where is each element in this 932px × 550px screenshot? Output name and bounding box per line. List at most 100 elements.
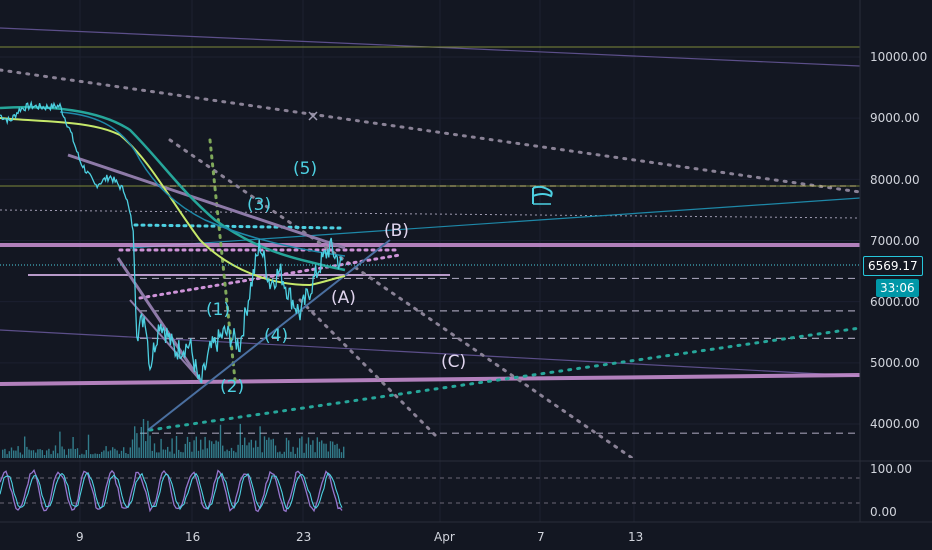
- volume-bar: [134, 426, 136, 458]
- x-marker-icon: [308, 111, 318, 121]
- dotted-c-wave-path: [298, 298, 442, 442]
- wave-4-label: (4): [264, 326, 288, 346]
- flag-icon[interactable]: [532, 185, 553, 205]
- price-line[interactable]: [0, 100, 343, 384]
- wave-1-label: (1): [206, 300, 230, 320]
- volume-bar: [233, 450, 235, 458]
- wave-3-label: (3): [247, 195, 271, 215]
- volume-bar: [241, 445, 244, 458]
- dotted-line-7500: [0, 209, 860, 219]
- volume-bar: [316, 437, 318, 458]
- volume-bar: [266, 439, 268, 458]
- volume-bar: [43, 455, 46, 458]
- volume-bar: [299, 438, 301, 458]
- wave-a-label: (A): [331, 288, 356, 308]
- price-tick-6000: 6000.00: [870, 295, 920, 309]
- volume-bar: [59, 431, 61, 458]
- volume-bar: [186, 436, 189, 458]
- volume-bar: [52, 450, 54, 458]
- volume-bar: [164, 449, 167, 458]
- volume-bar: [125, 453, 127, 458]
- price-tick-8000: 8000.00: [870, 173, 920, 187]
- volume-bar: [180, 451, 182, 458]
- volume-bar: [41, 450, 43, 458]
- volume-bar: [8, 451, 10, 458]
- volume-bar: [114, 448, 116, 458]
- level-4720-band[interactable]: [0, 373, 860, 386]
- volume-bar: [338, 448, 340, 458]
- volume-bar: [162, 449, 164, 458]
- osc-tick-100: 100.00: [870, 462, 912, 476]
- oscillator-axis[interactable]: 100.00 0.00: [870, 462, 912, 519]
- volume-bar: [105, 446, 107, 458]
- volume-bar: [272, 438, 274, 458]
- volume-bar: [4, 448, 6, 458]
- volume-bar: [222, 445, 224, 458]
- volume-bar: [224, 451, 226, 458]
- volume-bar: [178, 449, 180, 458]
- volume-bar: [129, 447, 131, 458]
- uptrend-support-line: [147, 239, 391, 431]
- price-tick-9000: 9000.00: [870, 111, 920, 125]
- volume-bar: [246, 445, 248, 458]
- volume-bar: [138, 447, 140, 458]
- volume-bar: [21, 454, 24, 458]
- wave-c-label: (C): [441, 352, 466, 372]
- volume-bar: [127, 454, 129, 458]
- volume-bar: [217, 441, 219, 458]
- volume-bar: [340, 452, 343, 458]
- volume-bars: [2, 419, 345, 458]
- volume-bar: [213, 443, 215, 458]
- volume-bar: [332, 441, 334, 458]
- volume-bar: [312, 440, 314, 458]
- volume-bar: [211, 441, 213, 458]
- time-axis[interactable]: 9 16 23 Apr 7 13: [76, 530, 643, 544]
- volume-bar: [32, 450, 35, 458]
- volume-bar: [81, 453, 83, 458]
- dotted-lower-channel: [138, 253, 402, 300]
- volume-bar: [50, 454, 52, 458]
- volume-bar: [39, 449, 41, 458]
- volume-bar: [191, 451, 193, 458]
- volume-bar: [208, 440, 211, 458]
- oscillator-pane[interactable]: [0, 469, 860, 513]
- volume-bar: [310, 444, 312, 458]
- volume-bar: [54, 445, 57, 458]
- osc-d-line: [0, 471, 343, 511]
- volume-bar: [301, 436, 303, 458]
- volume-bar: [281, 453, 283, 458]
- volume-bar: [169, 451, 171, 458]
- price-axis[interactable]: 10000.00 9000.00 8000.00 7000.00 6000.00…: [870, 50, 927, 431]
- volume-bar: [107, 451, 109, 458]
- volume-bar: [68, 448, 70, 458]
- volume-bar: [120, 450, 123, 458]
- volume-bar: [307, 437, 310, 458]
- volume-bar: [219, 424, 222, 458]
- volume-bar: [290, 451, 292, 458]
- volume-bar: [123, 447, 125, 458]
- volume-bar: [167, 446, 169, 458]
- volume-bar: [197, 450, 200, 458]
- volume-bar: [83, 454, 85, 458]
- bar-countdown-tag: 33:06: [876, 279, 919, 297]
- blue-trendline: [129, 197, 860, 249]
- volume-bar: [325, 443, 327, 458]
- price-pane[interactable]: (1) (2) (3) (4) (5) (A) (B) (C): [0, 27, 860, 460]
- price-tick-10000: 10000.00: [870, 50, 927, 64]
- volume-bar: [343, 446, 345, 458]
- volume-bar: [147, 420, 149, 458]
- volume-bar: [19, 452, 21, 458]
- time-tick-7: 7: [537, 530, 545, 544]
- volume-bar: [92, 454, 94, 458]
- volume-bar: [292, 446, 294, 458]
- volume-bar: [184, 443, 186, 458]
- volume-bar: [37, 449, 39, 458]
- volume-bar: [10, 447, 13, 458]
- volume-bar: [46, 450, 48, 458]
- volume-bar: [314, 452, 316, 458]
- volume-bar: [158, 452, 160, 458]
- volume-bar: [57, 453, 59, 458]
- volume-bar: [189, 442, 191, 458]
- volume-bar: [195, 436, 197, 458]
